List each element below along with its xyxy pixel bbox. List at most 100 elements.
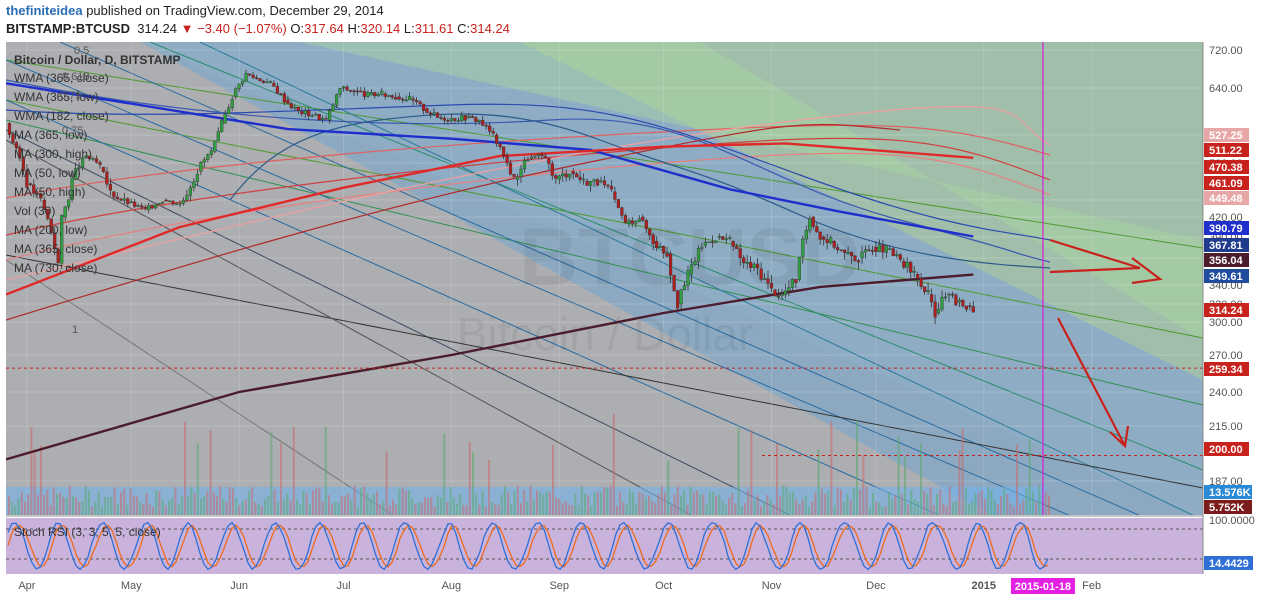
volume-bar [129,488,132,515]
candle-body [331,104,335,111]
candle-body [362,91,366,97]
rsi-k-line [7,521,1049,571]
volume-bar [952,502,954,515]
volume-bar [379,504,382,515]
volume-bar [958,450,961,515]
candle-body [811,216,815,227]
candle-body [39,193,43,199]
volume-bar [916,501,919,515]
candle-body [289,103,293,109]
close-value: 314.24 [470,21,510,36]
volume-bar [750,430,753,515]
candle-body [891,248,895,256]
candle-body [703,241,707,246]
volume-bar [977,492,980,515]
volume-bar [148,504,151,515]
candle-body [418,101,422,105]
volume-bar [843,502,846,515]
candle-body [592,179,596,182]
volume-bar [340,496,343,515]
candle-body [836,247,840,250]
candle-body [335,94,339,106]
volume-bar [721,500,724,515]
candle-body [519,168,523,177]
time-tick-label: Aug [442,580,462,592]
volume-bar [328,495,330,515]
volume-bar [209,430,212,515]
legend-indicator: MA (50, high) [14,185,85,199]
candle-body [829,237,833,244]
fib-zone-lightgreen [6,42,1203,340]
price-chart[interactable]: BTCUSD Bitcoin / Dollar Bitcoin / Dollar… [0,40,1270,602]
volume-bar [904,456,906,515]
candle-body [160,201,165,204]
volume-bar [849,499,852,515]
volume-bar [811,501,814,515]
candle-body [341,86,346,89]
arrow-right-icon [1131,257,1163,285]
candle-body [749,262,753,268]
volume-bar [91,506,94,515]
volume-bar [625,504,628,515]
volume-bar [462,505,465,515]
volume-bar [440,497,442,515]
price-tag-box [1204,160,1249,174]
volume-bar [14,505,17,515]
candle-body [644,220,648,230]
time-axis[interactable] [6,574,1203,602]
volume-bar [443,433,446,515]
arrow-right-line [1049,266,1141,274]
time-tick-label: Feb [1082,580,1101,592]
price-tag-box [1204,269,1249,283]
volume-bar [1000,496,1002,515]
time-tick-label: 2015 [972,580,996,592]
volume-bar [372,493,375,515]
volume-bar [110,496,113,515]
legend-indicator: MA (730, close) [14,261,97,275]
candle-body [296,106,300,111]
volume-bar [708,491,711,515]
candle-body [773,289,777,296]
fib-label: 0.75 [60,90,81,102]
symbol-name[interactable]: BITSTAMP:BTCUSD [6,21,130,36]
time-tick-label: Sep [549,580,569,592]
candle-body [905,262,909,268]
volume-bar [1019,503,1022,515]
candle-body [540,154,544,157]
candle-body [32,184,36,194]
volume-bar [241,501,244,515]
volume-bar [398,489,401,515]
volume-bar [324,426,327,515]
price-tag-box [1204,303,1249,317]
volume-bar [497,505,500,515]
fib-line [6,99,1203,339]
candle-body [460,115,464,121]
volume-bar [65,497,68,515]
candle-body [66,199,71,208]
volume-bar [827,491,830,515]
candle-body [961,299,965,307]
volume-bar [984,498,986,515]
volume-bar [641,493,644,515]
volume-bar [238,505,241,515]
rsi-tag-box [1204,556,1253,570]
open-label: O: [290,21,305,36]
price-tags: 527.25 511.22 470.38 461.09 449.48 390.79 367.… [1204,128,1253,570]
author-link[interactable]: thefiniteidea [6,3,83,18]
volume-bar [558,499,561,515]
volume-bar [808,506,810,515]
fib-label: 0.5 [74,45,89,57]
volume-bar [321,501,324,515]
volume-bar [430,497,433,515]
volume-bar [513,490,516,515]
legend-indicator: WMA (365, low) [14,90,99,104]
candle-body [415,99,419,102]
candle-body [227,107,231,115]
candle-body [515,176,520,180]
candle-body [286,99,290,104]
fib-line [6,254,1203,489]
fib-line [6,129,791,515]
volume-bar [1009,503,1012,515]
volume-bar [545,490,548,515]
candle-body [185,195,189,201]
